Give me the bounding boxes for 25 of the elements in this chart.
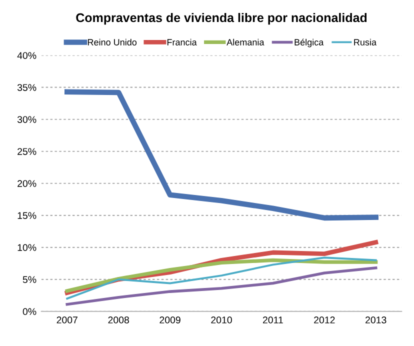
y-tick-label: 15% [18, 212, 36, 220]
legend-label: Rusia [354, 38, 377, 46]
y-tick-label: 25% [18, 148, 36, 155]
x-tick-label: 2007 [56, 316, 78, 324]
y-tick-label: 5% [22, 276, 36, 284]
chart-title: Compraventas de vivienda libre por nacionalidad [76, 12, 367, 25]
x-tick-label: 2013 [366, 316, 386, 324]
legend-label: Francia [167, 38, 197, 46]
y-tick-label: 10% [18, 244, 36, 252]
line-series [65, 258, 378, 293]
y-tick-label: 40% [17, 52, 36, 59]
x-tick-label: 2012 [314, 316, 335, 324]
x-tick-label: 2008 [108, 316, 129, 324]
legend-label: Reino Unido [88, 38, 137, 46]
legend-label: Bélgica [294, 38, 324, 48]
line-series [66, 256, 377, 300]
y-tick-label: 20% [18, 180, 36, 187]
y-tick-label: 0% [22, 308, 36, 316]
line-series [66, 266, 378, 306]
x-tick-label: 2010 [211, 316, 232, 324]
legend-label: Alemania [226, 38, 264, 46]
x-tick-label: 2011 [262, 316, 283, 324]
y-tick-label: 30% [17, 116, 36, 123]
y-tick-label: 35% [17, 84, 36, 91]
x-tick-label: 2009 [160, 316, 180, 324]
